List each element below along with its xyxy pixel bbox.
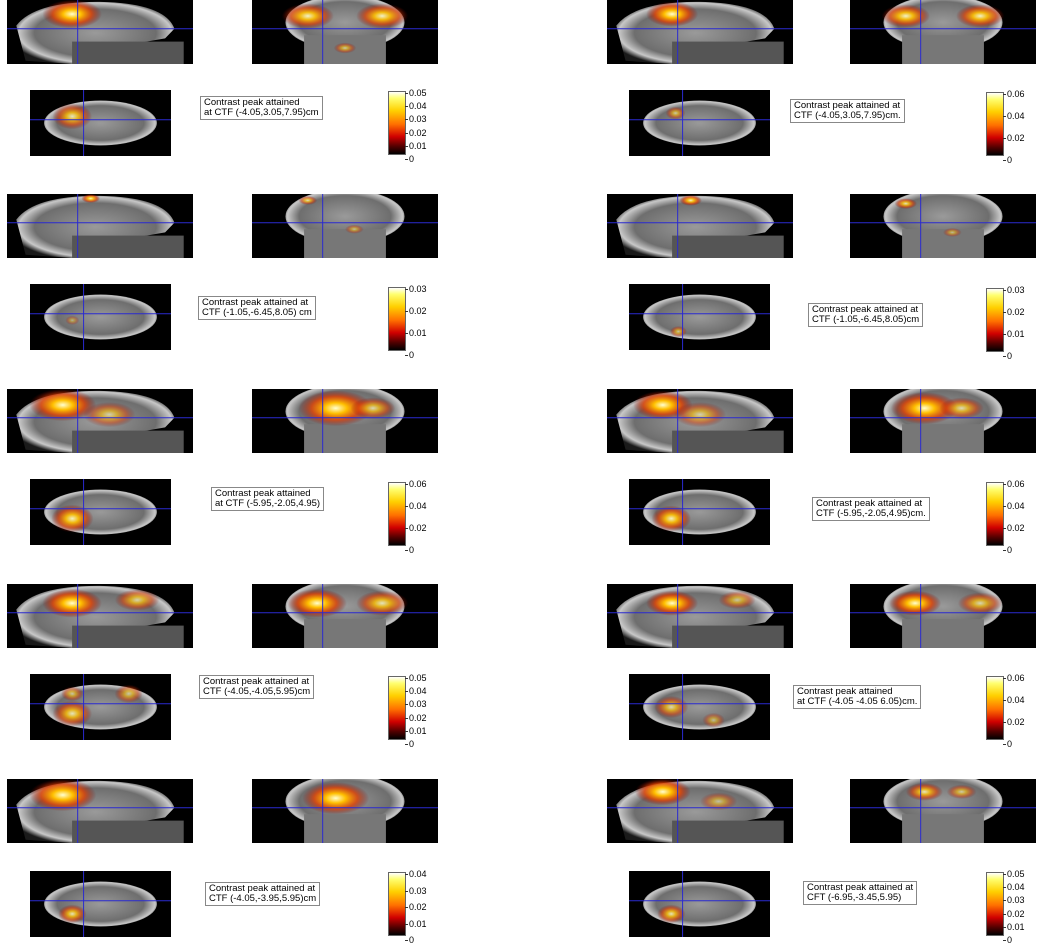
axial-slice-image [629,871,770,937]
coronal-slice-image [252,389,438,453]
peak-location-label: Contrast peak attained at CTF (-4.05,-3.… [205,882,321,906]
colorbar-tick-label: 0.03 [405,699,427,710]
colorbar-tick-label: 0.06 [405,479,427,489]
colorbar-tick-label: 0 [404,935,415,945]
coronal-slice-image [850,389,1036,453]
axial-slice-image [629,284,770,350]
colorbar-tick-label: 0 [1002,155,1013,165]
colorbar [986,676,1004,740]
colorbar-tick-label: 0.01 [405,140,427,151]
colorbar-tick-label: 0.03 [405,885,427,896]
colorbar-tick-label: 0.04 [1003,695,1025,705]
colorbar [986,872,1004,936]
sagittal-slice-image [607,389,793,453]
colorbar [388,91,406,155]
sagittal-slice-image [607,194,793,258]
colorbar-tick-label: 0.05 [405,673,427,683]
sagittal-slice-image [7,194,193,258]
sagittal-slice-image [7,779,193,843]
colorbar-tick-label: 0.02 [1003,523,1025,533]
colorbar-tick-label: 0.04 [405,686,427,697]
colorbar-tick-label: 0.02 [405,712,427,723]
colorbar-tick-label: 0.02 [405,127,427,138]
colorbar-tick-label: 0.03 [405,114,427,125]
coronal-slice-image [850,584,1036,648]
colorbar-tick-label: 0.04 [405,101,427,112]
peak-location-label: Contrast peak attained at CTF (-4.05 -4.… [793,685,922,709]
coronal-slice-image [850,194,1036,258]
colorbar [388,872,406,936]
axial-slice-image [30,871,171,937]
sagittal-slice-image [607,584,793,648]
colorbar-tick-label: 0 [1002,545,1013,555]
colorbar-tick-label: 0 [404,545,415,555]
axial-slice-image [30,479,171,545]
colorbar-tick-label: 0.04 [405,501,427,511]
colorbar-tick-label: 0.01 [405,328,427,338]
colorbar-tick-label: 0.03 [1003,895,1025,906]
axial-slice-image [629,90,770,156]
axial-slice-image [629,674,770,740]
colorbar-tick-label: 0.02 [1003,717,1025,727]
colorbar-tick-label: 0 [1002,739,1013,749]
colorbar-tick-label: 0.02 [405,306,427,316]
axial-slice-image [30,90,171,156]
coronal-slice-image [252,584,438,648]
sagittal-slice-image [607,0,793,64]
peak-location-label: Contrast peak attained at CFT (-6.95,-3.… [803,881,918,905]
colorbar-tick-label: 0.04 [405,869,427,879]
colorbar-tick-label: 0.01 [1003,921,1025,932]
peak-location-label: Contrast peak attained at CTF (-4.05,3.0… [200,96,323,120]
colorbar-tick-label: 0.01 [405,725,427,736]
colorbar-tick-label: 0.02 [405,523,427,533]
colorbar-tick-label: 0.02 [1003,133,1025,143]
colorbar-tick-label: 0.02 [1003,307,1025,317]
colorbar-tick-label: 0.01 [405,918,427,929]
axial-slice-image [30,674,171,740]
colorbar-tick-label: 0.06 [1003,89,1025,99]
sagittal-slice-image [607,779,793,843]
coronal-slice-image [850,0,1036,64]
axial-slice-image [30,284,171,350]
peak-location-label: Contrast peak attained at CTF (-1.05,-6.… [808,303,924,327]
peak-location-label: Contrast peak attained at CTF (-4.05,-4.… [199,675,315,699]
colorbar-tick-label: 0 [404,154,415,164]
colorbar-tick-label: 0.03 [405,284,427,294]
sagittal-slice-image [7,584,193,648]
colorbar-tick-label: 0.05 [405,88,427,98]
colorbar-tick-label: 0 [1002,351,1013,361]
axial-slice-image [629,479,770,545]
colorbar-tick-label: 0 [404,739,415,749]
colorbar-tick-label: 0 [404,350,415,360]
peak-location-label: Contrast peak attained at CTF (-5.95,-2.… [211,487,325,511]
colorbar-tick-label: 0.02 [405,902,427,912]
colorbar-tick-label: 0 [1002,935,1013,945]
sagittal-slice-image [7,389,193,453]
colorbar-tick-label: 0.03 [1003,285,1025,295]
colorbar [388,287,406,351]
colorbar-tick-label: 0.04 [1003,111,1025,121]
peak-location-label: Contrast peak attained at CTF (-5.95,-2.… [812,497,930,521]
colorbar [986,482,1004,546]
coronal-slice-image [252,0,438,64]
colorbar [388,676,406,740]
coronal-slice-image [252,779,438,843]
peak-location-label: Contrast peak attained at CTF (-4.05,3.0… [790,99,905,123]
colorbar-tick-label: 0.04 [1003,882,1025,893]
colorbar-tick-label: 0.06 [1003,673,1025,683]
colorbar-tick-label: 0.01 [1003,329,1025,339]
colorbar-tick-label: 0.06 [1003,479,1025,489]
coronal-slice-image [252,194,438,258]
colorbar-tick-label: 0.04 [1003,501,1025,511]
colorbar [986,288,1004,352]
colorbar [388,482,406,546]
peak-location-label: Contrast peak attained at CTF (-1.05,-6.… [198,296,316,320]
sagittal-slice-image [7,0,193,64]
colorbar [986,92,1004,156]
coronal-slice-image [850,779,1036,843]
colorbar-tick-label: 0.02 [1003,908,1025,919]
colorbar-tick-label: 0.05 [1003,869,1025,879]
